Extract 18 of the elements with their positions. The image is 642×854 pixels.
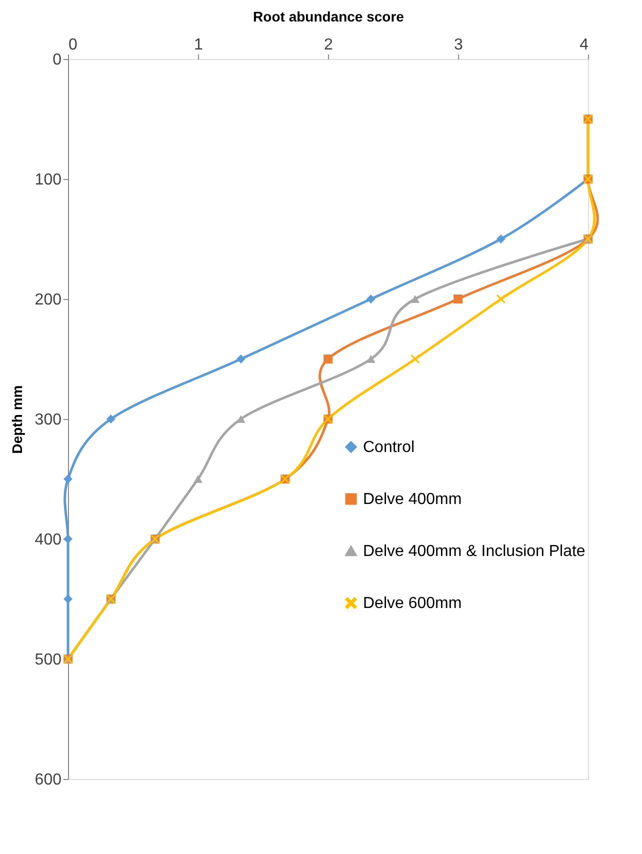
x-tick-label: 4	[580, 36, 589, 54]
legend-label: Delve 400mm & Inclusion Plate	[363, 543, 586, 560]
y-tick-label: 0	[52, 52, 62, 68]
y-tick-label: 400	[34, 532, 62, 548]
y-tick-label: 600	[34, 772, 62, 788]
legend-label: Delve 600mm	[363, 595, 462, 612]
x-tick-label: 2	[324, 36, 334, 54]
x-tick-label: 0	[68, 36, 78, 54]
y-tick-label: 200	[34, 292, 62, 308]
x-axis-title: Root abundance score	[253, 8, 404, 24]
y-tick-label: 500	[34, 652, 62, 668]
y-axis-title: Depth mm	[8, 385, 25, 454]
x-tick-label: 3	[454, 36, 464, 54]
x-tick-label: 1	[194, 36, 204, 54]
legend-label: Control	[363, 439, 415, 456]
legend-label: Delve 400mm	[363, 491, 462, 508]
y-tick-label: 100	[34, 172, 62, 188]
y-tick-label: 300	[34, 412, 62, 428]
